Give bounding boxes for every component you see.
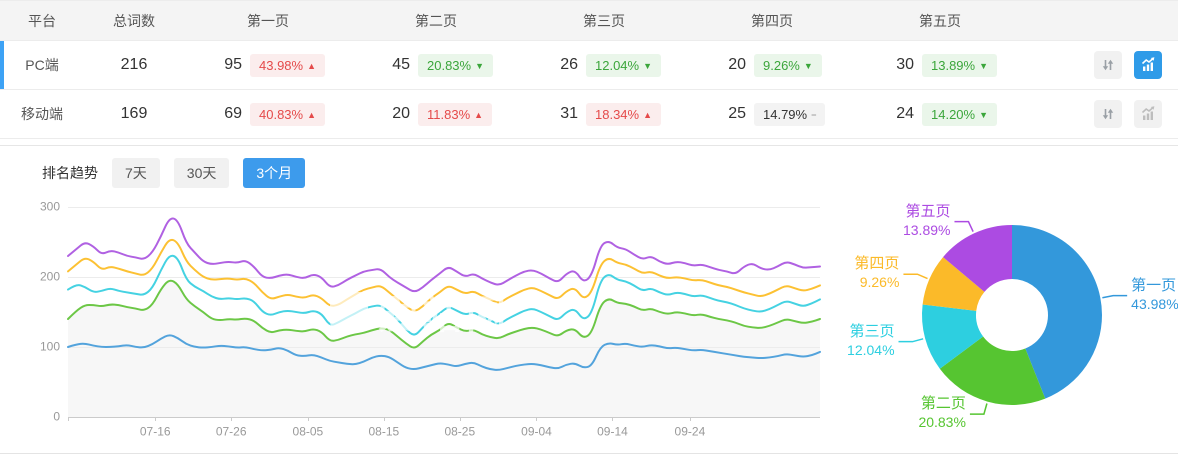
total-count: 169 — [120, 105, 148, 122]
page2-count: 45 — [392, 56, 410, 73]
tab-30days[interactable]: 30天 — [173, 158, 230, 188]
trend-chart-button[interactable] — [1134, 51, 1162, 79]
platform-cell: PC端 — [25, 57, 59, 73]
trend-arrow-icon: ▼ — [475, 60, 485, 71]
trend-chart-icon — [1141, 57, 1155, 71]
page2-count: 20 — [392, 105, 410, 122]
trend-title: 排名趋势 — [42, 165, 98, 181]
col-header-page3: 第三页 — [583, 12, 625, 29]
change-badge: 43.98% ▲ — [250, 53, 326, 77]
trend-header: 排名趋势 7天 30天 3个月 — [0, 146, 1178, 194]
trend-arrow-icon: ▲ — [643, 109, 653, 120]
page3-count: 31 — [560, 105, 578, 122]
table-row-pc[interactable]: PC端 216 95 43.98% ▲ 45 20.83% ▼ 26 12.04% ▼… — [0, 41, 1178, 90]
page4-count: 25 — [728, 105, 746, 122]
change-badge: 12.04% ▼ — [586, 53, 662, 77]
col-header-page5: 第五页 — [919, 12, 961, 29]
change-badge: 14.79% − — [754, 102, 826, 126]
trend-arrow-icon: ▲ — [307, 109, 317, 120]
change-badge: 18.34% ▲ — [586, 102, 662, 126]
change-badge: 14.20% ▼ — [922, 102, 998, 126]
compare-updown-button[interactable] — [1093, 100, 1122, 128]
line-chart-canvas[interactable] — [0, 194, 830, 453]
page5-count: 30 — [896, 56, 914, 73]
active-row-indicator — [0, 41, 4, 89]
rank-table: 平台 总词数 第一页 第二页 第三页 第四页 第五页 PC端 216 95 43… — [0, 1, 1178, 139]
page3-count: 26 — [560, 56, 578, 73]
page4-count: 20 — [728, 56, 746, 73]
change-badge: 11.83% ▲ — [418, 102, 493, 126]
trend-arrow-icon: ▼ — [979, 60, 989, 71]
total-count: 216 — [120, 56, 148, 73]
donut-chart-canvas[interactable] — [830, 194, 1178, 453]
line-chart[interactable]: 爱站网 — [0, 194, 830, 453]
change-badge: 40.83% ▲ — [250, 102, 326, 126]
trend-arrow-icon: ▼ — [979, 109, 989, 120]
trend-arrow-icon: ▼ — [803, 60, 813, 71]
pie-label-page3: 第三页 12.04% — [847, 322, 895, 358]
tab-3months[interactable]: 3个月 — [243, 158, 306, 188]
trend-arrow-icon: ▼ — [643, 60, 653, 71]
pie-label-page2: 第二页 20.83% — [918, 395, 966, 431]
change-badge: 13.89% ▼ — [922, 53, 998, 77]
trend-arrow-icon: − — [811, 109, 817, 120]
table-row-mobile[interactable]: 移动端 169 69 40.83% ▲ 20 11.83% ▲ 31 18.34% ▲… — [0, 90, 1178, 139]
section-divider — [0, 139, 1178, 146]
compare-updown-button[interactable] — [1093, 51, 1122, 79]
table-header-row: 平台 总词数 第一页 第二页 第三页 第四页 第五页 — [0, 1, 1178, 41]
col-header-total: 总词数 — [113, 12, 155, 29]
col-header-page1: 第一页 — [247, 12, 289, 29]
change-badge: 20.83% ▼ — [418, 53, 494, 77]
page5-count: 24 — [896, 105, 914, 122]
pie-label-page4: 第四页 9.26% — [854, 255, 900, 291]
col-header-page2: 第二页 — [415, 12, 457, 29]
trend-arrow-icon: ▲ — [474, 109, 484, 120]
col-header-page4: 第四页 — [751, 12, 793, 29]
updown-arrows-icon — [1102, 108, 1113, 120]
col-header-platform: 平台 — [28, 12, 56, 29]
trend-section: 排名趋势 7天 30天 3个月 爱站网 第一页 43.98% 第二页 20.83% … — [0, 146, 1178, 453]
page1-count: 69 — [224, 105, 242, 122]
trend-arrow-icon: ▲ — [307, 60, 317, 71]
pie-label-page1: 第一页 43.98% — [1131, 276, 1178, 312]
trend-chart-button[interactable] — [1134, 100, 1162, 128]
trend-chart-icon — [1141, 106, 1155, 120]
platform-cell: 移动端 — [21, 106, 63, 122]
page1-count: 95 — [224, 56, 242, 73]
tab-7days[interactable]: 7天 — [112, 158, 160, 188]
donut-chart[interactable]: 第一页 43.98% 第二页 20.83% 第三页 12.04% 第四页 9.26% 第… — [830, 194, 1178, 453]
updown-arrows-icon — [1102, 59, 1113, 71]
change-badge: 9.26% ▼ — [754, 53, 822, 77]
pie-label-page5: 第五页 13.89% — [902, 202, 951, 238]
trend-body: 爱站网 第一页 43.98% 第二页 20.83% 第三页 12.04% 第四页 9.2… — [0, 194, 1178, 453]
